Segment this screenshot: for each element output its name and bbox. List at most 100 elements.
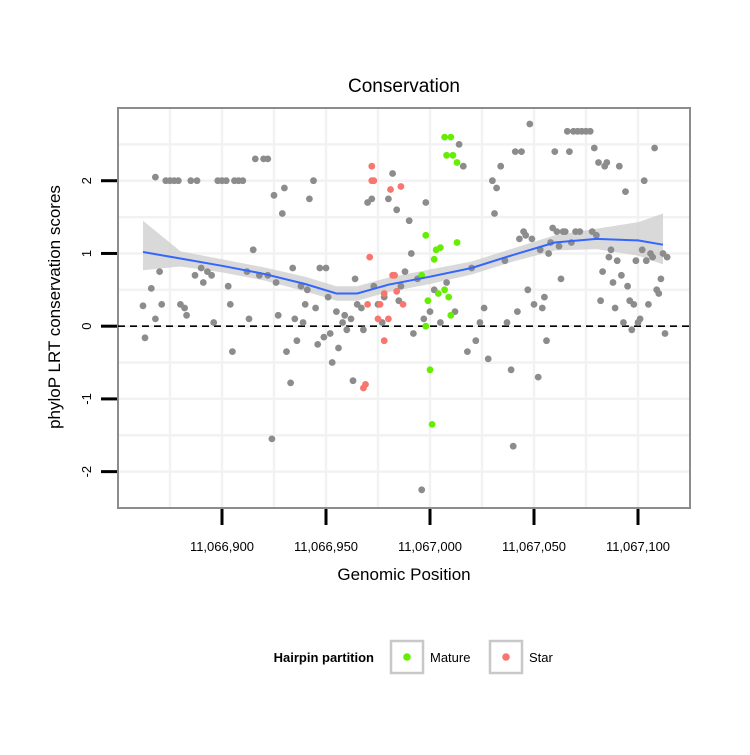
data-point-other xyxy=(455,141,463,148)
y-tick-label: 0 xyxy=(79,323,94,330)
data-point-other xyxy=(335,344,342,352)
data-point-other xyxy=(649,253,656,261)
data-point-other xyxy=(281,184,288,192)
data-point-other xyxy=(611,304,619,312)
data-point-other xyxy=(306,195,313,203)
data-point-mature xyxy=(434,290,442,297)
data-point-other xyxy=(152,315,159,323)
data-point-other xyxy=(158,301,166,308)
data-point-other xyxy=(289,264,297,272)
series-mature xyxy=(418,133,461,428)
data-point-star xyxy=(380,337,388,345)
y-tick-label: -1 xyxy=(79,393,94,405)
data-point-other xyxy=(595,159,602,166)
data-point-other xyxy=(503,319,511,326)
data-point-other xyxy=(197,264,205,272)
data-point-other xyxy=(437,319,444,326)
confidence-band-layer xyxy=(143,213,663,301)
data-point-other xyxy=(620,319,627,326)
data-point-other xyxy=(183,311,191,319)
data-point-other xyxy=(590,144,598,152)
data-point-other xyxy=(586,127,594,135)
data-point-other xyxy=(426,308,434,315)
y-axis: -2 -1 0 1 2 xyxy=(79,177,117,477)
data-point-other xyxy=(605,253,613,261)
data-point-mature xyxy=(447,311,455,319)
data-point-other xyxy=(472,337,480,345)
data-point-other xyxy=(640,177,648,185)
data-point-other xyxy=(156,268,164,275)
data-point-other xyxy=(642,257,650,265)
data-point-other xyxy=(511,148,519,156)
data-point-mature xyxy=(441,286,448,294)
data-point-other xyxy=(287,379,294,387)
data-point-other xyxy=(152,173,159,181)
data-point-other xyxy=(530,301,538,308)
data-point-other xyxy=(297,282,305,290)
data-point-other xyxy=(557,275,565,283)
data-point-star xyxy=(399,301,407,308)
data-point-other xyxy=(597,297,604,305)
series-other xyxy=(139,120,671,494)
data-point-other xyxy=(326,330,334,337)
data-point-other xyxy=(268,435,276,443)
data-point-other xyxy=(339,319,346,326)
legend-dot-star xyxy=(502,653,510,661)
data-point-star xyxy=(393,287,401,295)
data-point-mature xyxy=(424,297,432,305)
data-point-other xyxy=(341,311,349,319)
data-point-other xyxy=(299,319,307,326)
data-point-other xyxy=(484,355,492,363)
data-point-star xyxy=(380,290,388,297)
data-point-other xyxy=(385,195,392,203)
data-point-other xyxy=(328,359,336,366)
data-point-star xyxy=(368,162,376,170)
x-tick-label: 11,066,900 xyxy=(190,539,254,554)
data-point-mature xyxy=(422,322,430,330)
data-point-star xyxy=(364,301,371,308)
data-point-other xyxy=(636,315,644,323)
x-axis: 11,066,900 11,066,950 11,067,000 11,067,050… xyxy=(190,509,670,554)
x-tick-label: 11,067,050 xyxy=(502,539,566,554)
data-point-other xyxy=(645,301,652,308)
data-point-other xyxy=(516,235,523,243)
data-point-mature xyxy=(428,421,436,428)
data-point-star xyxy=(387,186,394,193)
data-point-other xyxy=(418,486,426,494)
data-point-other xyxy=(141,334,149,342)
data-point-other xyxy=(174,177,182,185)
data-point-other xyxy=(480,304,488,312)
data-point-other xyxy=(360,326,367,334)
data-point-mature xyxy=(441,133,448,141)
data-point-other xyxy=(407,250,415,257)
data-point-other xyxy=(632,257,640,265)
data-point-other xyxy=(524,286,532,294)
data-point-other xyxy=(405,217,413,225)
y-axis-label: phyloP LRT conservation scores xyxy=(45,185,64,429)
data-point-other xyxy=(320,333,328,341)
data-point-other xyxy=(343,326,351,334)
data-point-other xyxy=(528,235,536,243)
data-point-other xyxy=(566,148,573,156)
data-point-other xyxy=(239,177,247,185)
x-tick-label: 11,066,950 xyxy=(294,539,358,554)
data-point-other xyxy=(226,301,234,308)
data-point-star xyxy=(366,253,374,261)
data-point-other xyxy=(310,177,317,185)
data-point-star xyxy=(376,301,384,308)
data-point-other xyxy=(543,337,550,345)
data-point-other xyxy=(555,242,563,250)
smooth-line xyxy=(142,237,664,295)
x-axis-label: Genomic Position xyxy=(337,565,470,584)
data-point-other xyxy=(208,271,216,279)
data-point-other xyxy=(401,268,409,275)
y-tick-label: 2 xyxy=(79,177,94,184)
data-point-mature xyxy=(447,133,455,141)
data-point-other xyxy=(349,377,357,385)
data-point-other xyxy=(270,191,278,199)
data-point-other xyxy=(638,246,646,254)
data-point-other xyxy=(283,348,290,355)
data-point-other xyxy=(333,308,340,315)
data-point-other xyxy=(551,148,559,156)
